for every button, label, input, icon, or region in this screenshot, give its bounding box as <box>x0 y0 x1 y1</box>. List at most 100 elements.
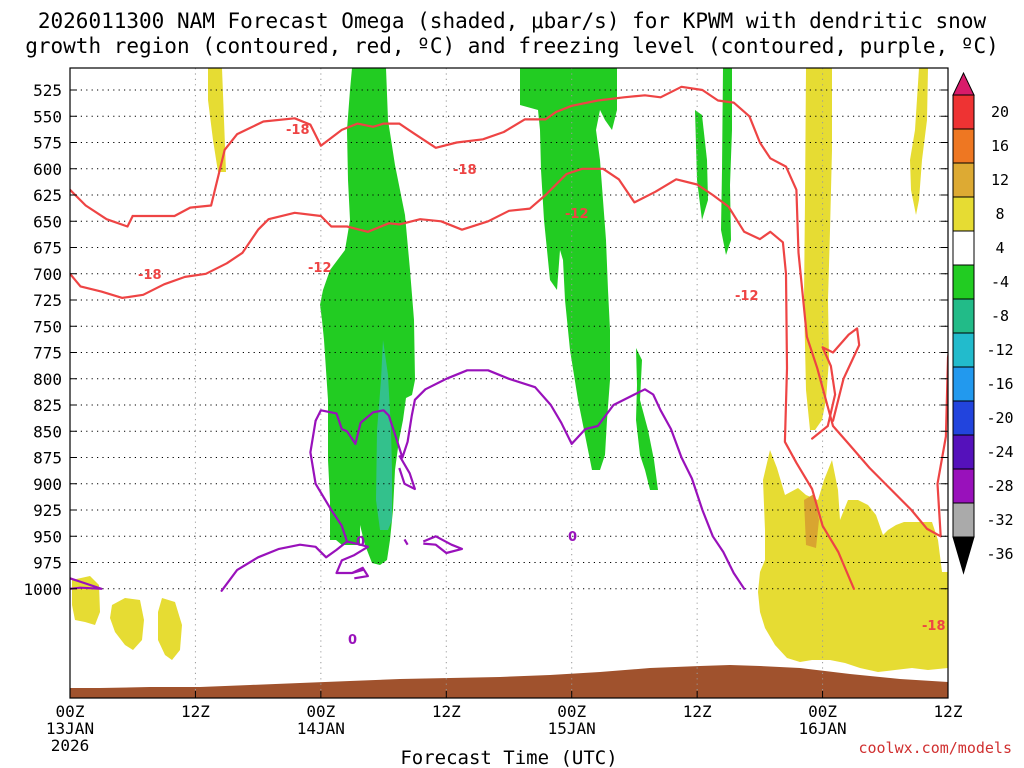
contour-line <box>70 188 134 228</box>
y-tick-label: 750 <box>33 317 62 336</box>
descent-region-upper-right <box>910 68 928 215</box>
chart-title-line1: 2026011300 NAM Forecast Omega (shaded, μ… <box>38 9 987 33</box>
contour-label-freezing: 0 <box>356 535 365 550</box>
y-tick-label: 1000 <box>23 580 62 599</box>
colorbar-cap-bottom <box>952 536 975 575</box>
x-tick-label: 00Z <box>56 702 85 721</box>
site-credit: coolwx.com/models <box>858 739 1012 757</box>
strong-descent-pocket <box>804 494 819 548</box>
colorbar-tick-label: -24 <box>986 443 1013 461</box>
contour-label-freezing: 0 <box>568 530 577 545</box>
contour-label-freezing: 0 <box>348 633 357 648</box>
colorbar-tick-label: -20 <box>986 409 1013 427</box>
y-tick-label: 800 <box>33 370 62 389</box>
y-tick-label: 550 <box>33 107 62 126</box>
contour-labels: -18 -18 -18 -12 -12 -12 -18 0 0 0 <box>138 123 946 648</box>
colorbar-band <box>952 502 975 538</box>
colorbar-band <box>952 264 975 300</box>
y-tick-label: 525 <box>33 81 62 100</box>
colorbar-band <box>952 332 975 368</box>
plot-frame <box>69 67 949 699</box>
colorbar-tick-label: -28 <box>986 477 1013 495</box>
gridlines <box>70 68 948 698</box>
ascent-region-15jan-lower <box>636 348 658 490</box>
ascent-region-late15jan <box>695 110 708 220</box>
colorbar-band <box>952 400 975 436</box>
x-tick-label: 12Z <box>181 702 210 721</box>
colorbar-band <box>952 162 975 198</box>
colorbar-band <box>952 434 975 470</box>
colorbar-tick-label: -32 <box>986 511 1013 529</box>
contour-line <box>220 540 369 592</box>
x-tick-label: 00Z <box>808 702 837 721</box>
contour-line <box>351 566 369 580</box>
y-tick-label: 675 <box>33 239 62 258</box>
contour-label-minus12: -12 <box>565 207 589 222</box>
terrain-surface <box>70 665 948 698</box>
contour-label-minus18: -18 <box>922 619 946 634</box>
contour-line <box>810 327 861 440</box>
contour-line <box>70 167 856 590</box>
x-tick-label: 16JAN <box>798 719 846 738</box>
contour-label-minus12: -12 <box>735 289 759 304</box>
y-tick-label: 975 <box>33 554 62 573</box>
y-tick-label: 625 <box>33 186 62 205</box>
ascent-region-14jan-lower <box>348 470 360 545</box>
y-tick-label: 600 <box>33 160 62 179</box>
x-tick-label: 12Z <box>934 702 963 721</box>
y-tick-label: 700 <box>33 265 62 284</box>
strong-ascent-core <box>376 340 392 530</box>
x-tick-label: 12Z <box>683 702 712 721</box>
colorbar-band <box>952 94 975 130</box>
descent-region-lowlevel-left-3 <box>158 598 182 660</box>
colorbar-tick-label: -12 <box>986 341 1013 359</box>
colorbar-tick-label: 12 <box>991 171 1009 189</box>
colorbar-tick-label: 16 <box>991 137 1009 155</box>
x-tick-label: 13JAN <box>46 719 94 738</box>
contour-label-minus18: -18 <box>453 163 477 178</box>
y-tick-label: 725 <box>33 291 62 310</box>
colorbar-band <box>952 468 975 504</box>
chart-title-line2: growth region (contoured, red, ºC) and f… <box>25 34 999 58</box>
descent-region-lowlevel-left-2 <box>110 598 144 650</box>
x-tick-label: 00Z <box>557 702 586 721</box>
y-tick-label: 575 <box>33 134 62 153</box>
contour-line <box>309 419 349 543</box>
x-tick-label: 14JAN <box>297 719 345 738</box>
colorbar-band <box>952 128 975 164</box>
colorbar: 20 16 12 8 4 -4 -8 -12 -16 -20 -24 -28 -32 -36 <box>952 71 1014 575</box>
colorbar-cap-top <box>952 71 975 96</box>
contour-line <box>314 369 746 590</box>
colorbar-tick-label: 4 <box>995 239 1004 257</box>
colorbar-band <box>952 298 975 334</box>
contour-label-minus18: -18 <box>286 123 310 138</box>
x-axis-title: Forecast Time (UTC) <box>400 747 617 768</box>
contour-label-minus12: -12 <box>308 261 332 276</box>
x-tick-label: 2026 <box>51 736 90 755</box>
contour-line <box>70 577 103 590</box>
x-tick-label: 15JAN <box>548 719 596 738</box>
y-tick-label: 950 <box>33 527 62 546</box>
contour-line <box>131 85 948 538</box>
y-tick-label: 650 <box>33 212 62 231</box>
descent-region-upper-left <box>208 68 226 172</box>
contour-line <box>403 538 409 546</box>
colorbar-tick-label: 20 <box>991 103 1009 121</box>
colorbar-tick-label: 8 <box>995 205 1004 223</box>
colorbar-tick-label: -16 <box>986 375 1013 393</box>
y-tick-label: 850 <box>33 422 62 441</box>
colorbar-tick-label: -4 <box>991 273 1009 291</box>
colorbar-tick-label: -8 <box>991 307 1009 325</box>
y-tick-label: 925 <box>33 501 62 520</box>
colorbar-band <box>952 230 975 266</box>
y-axis-pressure: 525 550 575 600 625 650 675 700 725 750 775 800 825 8… <box>23 81 948 599</box>
contour-line <box>422 535 464 555</box>
y-tick-label: 825 <box>33 396 62 415</box>
x-tick-label: 00Z <box>306 702 335 721</box>
colorbar-band <box>952 196 975 232</box>
y-tick-label: 875 <box>33 449 62 468</box>
colorbar-band <box>952 366 975 402</box>
contour-lines <box>70 85 948 592</box>
